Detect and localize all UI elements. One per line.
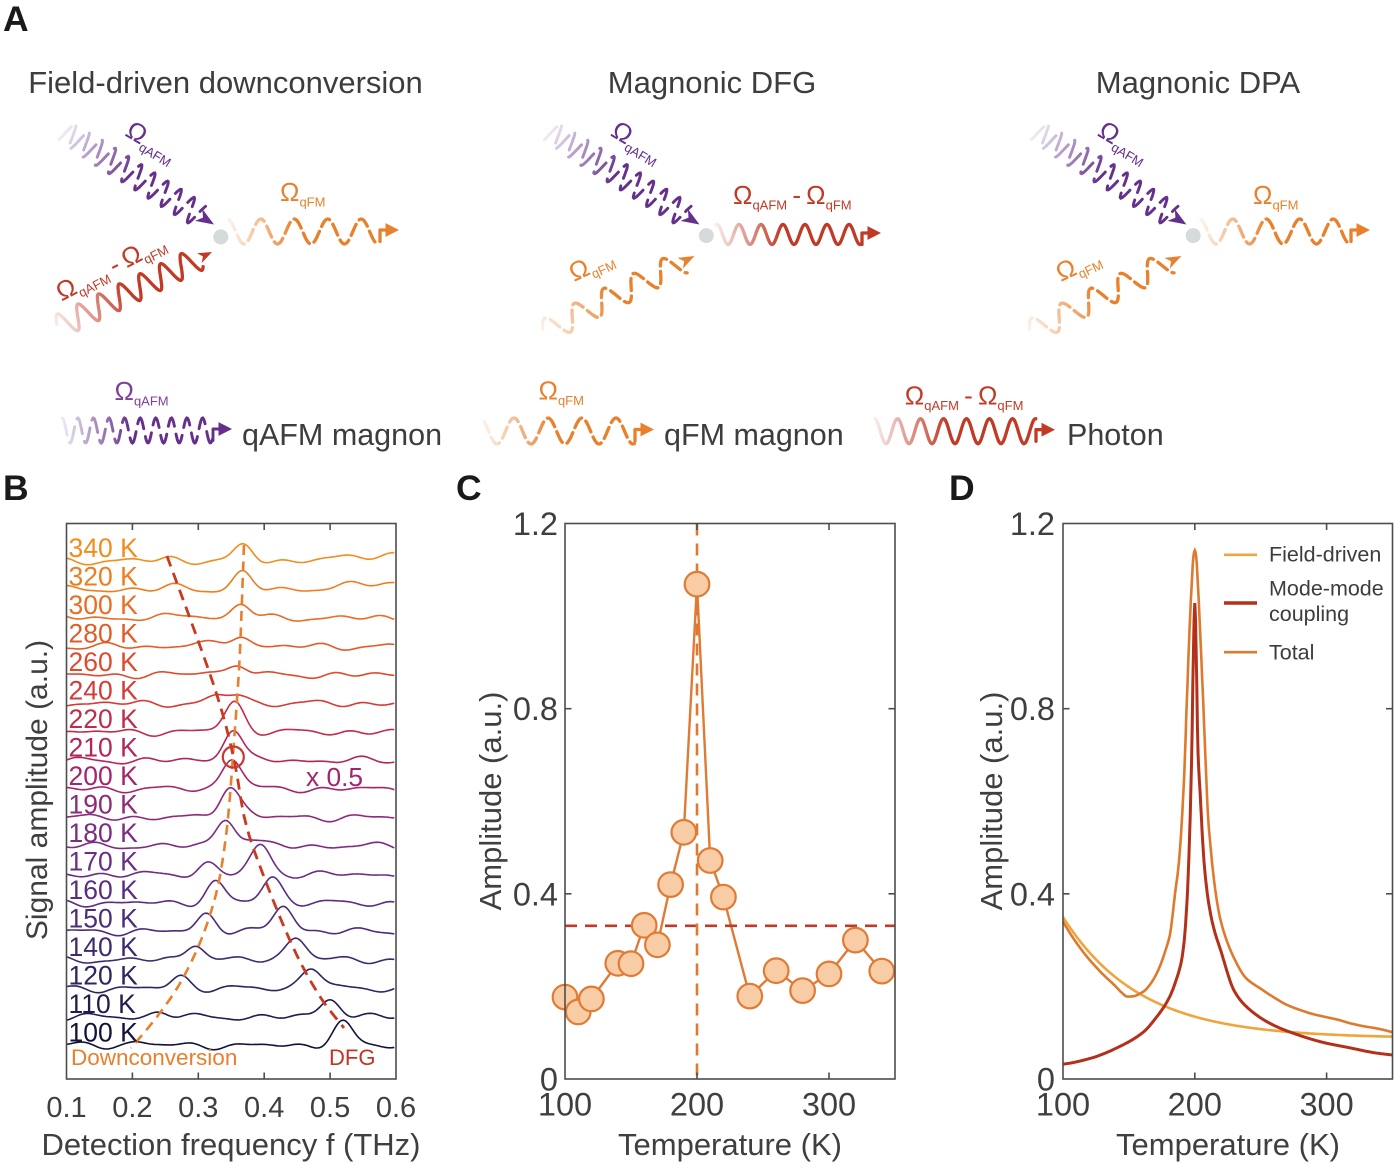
svg-text:0.4: 0.4 (1010, 876, 1055, 912)
svg-text:0.5: 0.5 (310, 1092, 350, 1124)
svg-text:0: 0 (540, 1062, 558, 1098)
svg-text:Total: Total (1269, 640, 1314, 664)
svg-text:x 0.5: x 0.5 (306, 762, 363, 792)
svg-text:320 K: 320 K (69, 562, 139, 592)
svg-text:300: 300 (802, 1087, 856, 1123)
svg-text:D: D (949, 468, 975, 508)
svg-text:300 K: 300 K (69, 590, 139, 620)
svg-text:140 K: 140 K (69, 932, 139, 962)
svg-text:Magnonic DPA: Magnonic DPA (1096, 65, 1301, 100)
svg-text:Amplitude (a.u.): Amplitude (a.u.) (974, 692, 1009, 911)
svg-text:Signal amplitude (a.u.): Signal amplitude (a.u.) (21, 640, 54, 940)
svg-text:0.1: 0.1 (46, 1092, 86, 1124)
svg-text:Photon: Photon (1067, 418, 1164, 452)
svg-text:0.3: 0.3 (178, 1092, 218, 1124)
svg-text:qFM magnon: qFM magnon (664, 418, 844, 452)
svg-text:Detection frequency f (THz): Detection frequency f (THz) (41, 1127, 420, 1162)
svg-text:coupling: coupling (1269, 602, 1349, 626)
svg-text:Temperature (K): Temperature (K) (1116, 1127, 1340, 1162)
svg-text:100: 100 (1036, 1087, 1090, 1123)
svg-text:110 K: 110 K (69, 989, 137, 1019)
svg-text:Downconversion: Downconversion (71, 1045, 237, 1070)
svg-text:Amplitude (a.u.): Amplitude (a.u.) (473, 692, 508, 911)
svg-text:C: C (456, 468, 482, 508)
svg-text:280 K: 280 K (69, 619, 139, 649)
svg-text:150 K: 150 K (69, 904, 139, 934)
svg-text:200 K: 200 K (69, 761, 139, 791)
svg-text:260 K: 260 K (69, 647, 139, 677)
svg-text:qAFM magnon: qAFM magnon (242, 418, 442, 452)
svg-text:A: A (3, 0, 29, 39)
svg-text:160 K: 160 K (69, 875, 139, 905)
svg-text:0.4: 0.4 (244, 1092, 284, 1124)
svg-text:170 K: 170 K (69, 847, 139, 877)
svg-text:Field-driven downconversion: Field-driven downconversion (28, 65, 423, 100)
svg-text:340 K: 340 K (69, 533, 139, 563)
svg-text:0.4: 0.4 (513, 876, 558, 912)
svg-text:300: 300 (1299, 1087, 1353, 1123)
svg-text:1.2: 1.2 (513, 506, 558, 542)
svg-text:0.8: 0.8 (1010, 691, 1055, 727)
svg-text:0.2: 0.2 (112, 1092, 152, 1124)
svg-text:Temperature (K): Temperature (K) (618, 1127, 842, 1162)
svg-text:0.6: 0.6 (376, 1092, 416, 1124)
svg-text:100: 100 (538, 1087, 592, 1123)
svg-text:B: B (3, 468, 29, 508)
svg-text:Magnonic DFG: Magnonic DFG (608, 65, 816, 100)
svg-text:100 K: 100 K (69, 1018, 139, 1048)
svg-text:0.8: 0.8 (513, 691, 558, 727)
svg-text:210 K: 210 K (69, 733, 139, 763)
svg-text:200: 200 (670, 1087, 724, 1123)
svg-text:0: 0 (1037, 1062, 1055, 1098)
svg-text:200: 200 (1168, 1087, 1222, 1123)
svg-text:1.2: 1.2 (1010, 506, 1055, 542)
svg-text:190 K: 190 K (69, 790, 139, 820)
svg-text:220 K: 220 K (69, 704, 139, 734)
svg-text:Mode-mode: Mode-mode (1269, 576, 1384, 600)
svg-text:180 K: 180 K (69, 818, 139, 848)
svg-text:DFG: DFG (329, 1045, 375, 1070)
svg-text:Field-driven: Field-driven (1269, 542, 1381, 566)
svg-text:120 K: 120 K (69, 961, 139, 991)
svg-text:240 K: 240 K (69, 676, 139, 706)
